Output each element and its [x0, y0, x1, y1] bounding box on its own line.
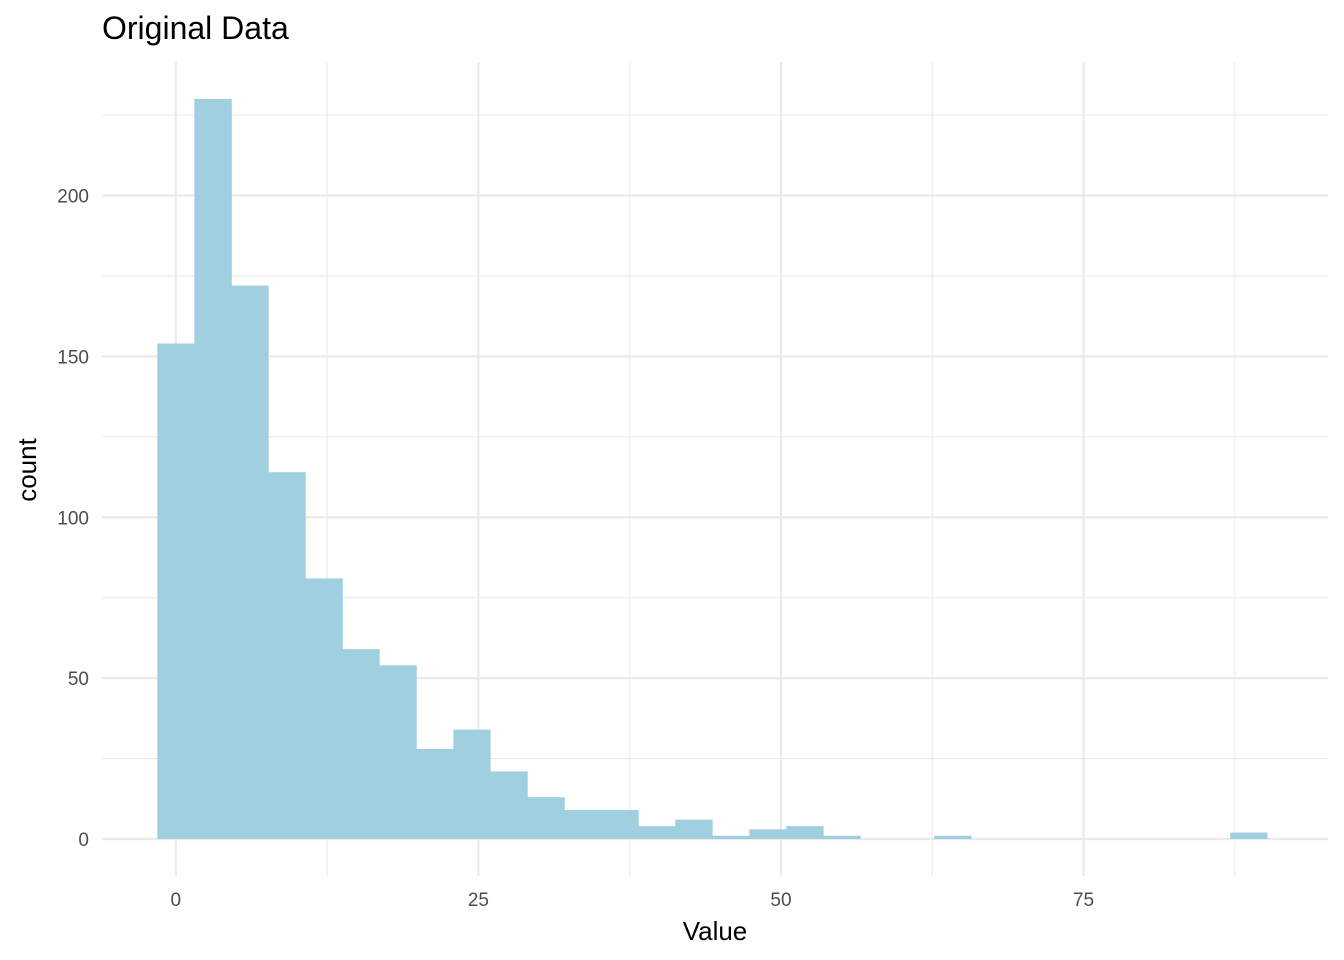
histogram-bar [416, 748, 454, 839]
y-tick-label: 50 [68, 669, 89, 690]
histogram-bar [786, 826, 824, 839]
chart-title: Original Data [102, 10, 289, 46]
x-axis-title: Value [683, 916, 748, 946]
histogram-bar [379, 665, 417, 839]
y-tick-label: 0 [78, 830, 89, 851]
y-tick-label: 200 [57, 187, 89, 208]
histogram-bar [194, 99, 232, 839]
y-tick-label: 100 [57, 508, 89, 529]
histogram-bar [490, 771, 528, 839]
histogram-bar [157, 343, 195, 839]
histogram-bar [823, 835, 861, 839]
histogram-bar [342, 649, 380, 839]
histogram-bar [268, 472, 306, 839]
histogram-bar [527, 797, 565, 839]
histogram-bar [1230, 832, 1268, 839]
x-tick-label: 0 [171, 890, 182, 911]
y-tick-label: 150 [57, 347, 89, 368]
y-axis-title: count [12, 437, 42, 501]
histogram-bar [749, 829, 787, 839]
histogram-bar [564, 810, 602, 839]
x-tick-label: 50 [770, 890, 791, 911]
x-tick-label: 75 [1073, 890, 1094, 911]
histogram-bar [712, 835, 750, 839]
histogram-bar [638, 826, 676, 839]
histogram-bar [231, 285, 269, 839]
x-tick-label: 25 [468, 890, 489, 911]
histogram-bar [305, 578, 343, 839]
histogram-bar [453, 729, 491, 839]
histogram-bar [934, 835, 972, 839]
tick-labels: 0 25 50 75 0 50 100 150 200 [57, 187, 1094, 911]
histogram-bar [675, 819, 713, 839]
histogram-bars [157, 99, 1268, 839]
histogram-bar [601, 810, 639, 839]
